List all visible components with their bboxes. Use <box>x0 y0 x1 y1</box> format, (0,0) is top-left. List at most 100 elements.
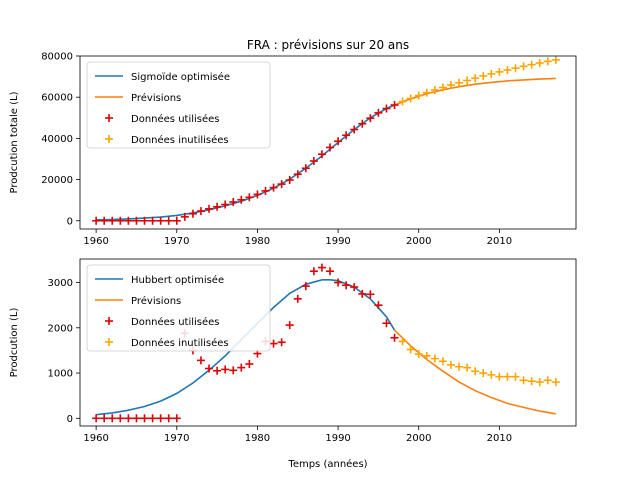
y-axis-label: Prodcution (L) <box>9 308 20 378</box>
data-point <box>148 216 157 225</box>
legend-swatch <box>105 338 113 346</box>
data-point <box>511 64 520 73</box>
data-point <box>124 216 133 225</box>
y-tick-label: 20000 <box>41 175 73 186</box>
data-point <box>350 125 359 134</box>
data-point <box>172 414 181 423</box>
legend-label: Données utilisées <box>131 316 220 328</box>
x-tick-label: 1960 <box>83 433 108 444</box>
y-tick-label: 0 <box>67 216 73 227</box>
data-point <box>430 85 439 94</box>
data-point <box>382 319 391 328</box>
legend-label: Hubbert optimisée <box>131 274 224 286</box>
data-point <box>245 359 254 368</box>
data-point <box>205 204 214 213</box>
data-point <box>334 278 343 287</box>
data-point <box>382 104 391 113</box>
data-point <box>374 301 383 310</box>
chart-panel-2: 1960 1970 1980 1990 2000 2010 0 1000 2000 3000 Pro… <box>9 258 577 470</box>
data-point <box>406 345 415 354</box>
data-point <box>406 94 415 103</box>
y-tick-label: 1000 <box>48 369 73 380</box>
x-tick-label: 1990 <box>325 236 350 247</box>
data-point <box>455 362 464 371</box>
data-point <box>519 376 528 385</box>
data-point <box>390 101 399 110</box>
data-point <box>196 207 205 216</box>
data-point <box>495 372 504 381</box>
data-point <box>398 337 407 346</box>
data-point <box>196 356 205 365</box>
x-tick-label: 2010 <box>487 236 512 247</box>
x-tick-label: 1990 <box>325 433 350 444</box>
data-point <box>285 175 294 184</box>
data-point <box>326 267 335 276</box>
data-point <box>245 193 254 202</box>
data-point <box>237 363 246 372</box>
data-point <box>543 57 552 66</box>
data-point <box>342 281 351 290</box>
data-point <box>172 216 181 225</box>
data-point <box>463 363 472 372</box>
data-point <box>285 321 294 330</box>
data-point <box>213 202 222 211</box>
legend-label: Données inutilisées <box>131 134 229 146</box>
data-point <box>527 377 536 386</box>
data-point <box>350 283 359 292</box>
legend-swatch <box>105 114 113 122</box>
legend-label: Prévisions <box>131 295 181 307</box>
data-point <box>479 369 488 378</box>
legend-label: Données utilisées <box>131 113 220 125</box>
data-point <box>140 216 149 225</box>
data-point <box>326 143 335 152</box>
legend-swatch <box>105 317 113 325</box>
data-point <box>511 372 520 381</box>
data-point <box>229 366 238 375</box>
data-point <box>366 114 375 123</box>
data-point <box>293 294 302 303</box>
legend-label: Sigmoïde optimisée <box>131 71 230 83</box>
data-point <box>342 131 351 140</box>
legend: Sigmoïde optimisée Prévisions Données util… <box>86 61 271 149</box>
data-point <box>358 119 367 128</box>
data-point <box>471 74 480 83</box>
legend-box <box>86 61 271 149</box>
y-tick-label: 2000 <box>48 323 73 334</box>
data-point <box>269 339 278 348</box>
series-line-2 <box>393 329 556 415</box>
plot-area <box>92 56 560 225</box>
data-point <box>92 216 101 225</box>
data-point <box>495 67 504 76</box>
axes-frame <box>79 258 577 427</box>
data-point <box>422 351 431 360</box>
chart-panel-1: 1960 1970 1980 1990 2000 2010 0 20000 40000 60000… <box>9 52 577 247</box>
data-point <box>100 216 109 225</box>
data-point <box>446 360 455 369</box>
data-point <box>108 216 117 225</box>
data-point <box>164 414 173 423</box>
data-point <box>221 200 230 209</box>
data-point <box>543 376 552 385</box>
data-point <box>116 216 125 225</box>
data-point <box>358 289 367 298</box>
data-point <box>463 76 472 85</box>
data-point <box>398 97 407 106</box>
y-axis-label: Prodcution totale (L) <box>9 91 20 193</box>
data-point <box>261 186 270 195</box>
x-axis-label: Temps (années) <box>287 458 367 470</box>
data-point <box>535 378 544 387</box>
data-point <box>438 357 447 366</box>
data-point <box>156 216 165 225</box>
data-point <box>446 81 455 90</box>
legend: Hubbert optimisée Prévisions Données utili… <box>86 264 271 352</box>
data-point <box>430 354 439 363</box>
data-point <box>132 414 141 423</box>
data-point <box>519 62 528 71</box>
data-point <box>108 414 117 423</box>
data-point <box>180 212 189 221</box>
data-point <box>487 69 496 78</box>
data-point <box>277 338 286 347</box>
x-tick-label: 1980 <box>245 433 270 444</box>
x-tick-label: 1970 <box>164 433 189 444</box>
y-tick-label: 40000 <box>41 134 73 145</box>
